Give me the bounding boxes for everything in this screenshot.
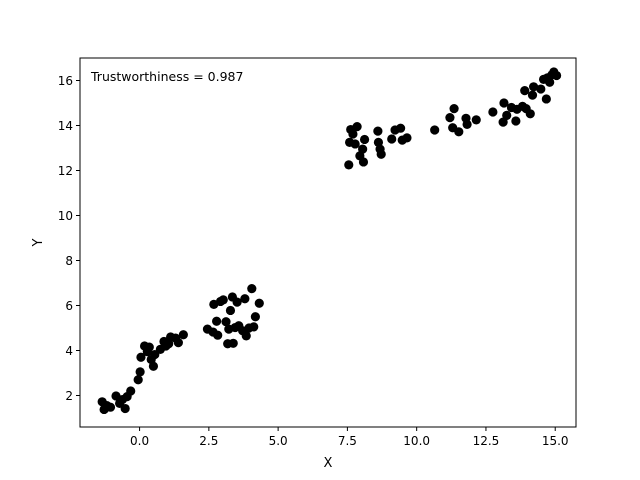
data-point — [471, 115, 481, 125]
data-point — [454, 127, 464, 137]
plot-area — [80, 58, 576, 427]
data-point — [520, 86, 530, 96]
data-point — [212, 316, 222, 326]
data-point — [373, 126, 383, 136]
data-point — [527, 90, 538, 100]
data-point — [545, 77, 555, 87]
data-point — [396, 123, 406, 133]
data-point — [133, 375, 143, 385]
data-point — [241, 331, 251, 341]
data-point — [144, 342, 154, 352]
x-tick-label: 12.5 — [473, 434, 500, 448]
x-tick-label: 2.5 — [199, 434, 218, 448]
data-point — [105, 402, 116, 412]
data-point — [221, 317, 231, 327]
data-point — [445, 113, 455, 123]
y-axis-label: Y — [31, 238, 46, 247]
y-tick-label: 10 — [58, 209, 73, 223]
data-point — [376, 149, 386, 159]
data-point — [126, 386, 136, 396]
data-point — [225, 305, 236, 316]
data-point — [178, 330, 188, 340]
data-point — [136, 352, 146, 362]
x-tick-label: 0.0 — [130, 434, 149, 448]
x-tick-label: 15.0 — [542, 434, 569, 448]
data-point — [247, 284, 257, 294]
data-point — [359, 134, 370, 145]
data-point — [218, 295, 228, 305]
data-point — [228, 338, 238, 348]
x-tick-label: 7.5 — [338, 434, 357, 448]
data-point — [348, 129, 358, 139]
data-point — [250, 312, 260, 322]
x-tick-label: 10.0 — [403, 434, 430, 448]
data-point — [254, 298, 264, 308]
data-point — [499, 98, 509, 108]
y-tick-label: 4 — [65, 344, 73, 358]
data-point — [358, 144, 368, 154]
y-tick-label: 14 — [58, 119, 73, 133]
data-point — [529, 82, 539, 92]
data-point — [120, 403, 130, 414]
x-tick-label: 5.0 — [269, 434, 288, 448]
data-point — [135, 367, 145, 377]
data-point — [552, 70, 562, 81]
data-point — [488, 107, 498, 117]
y-tick-label: 8 — [65, 254, 73, 268]
data-point — [525, 109, 535, 119]
data-point — [511, 116, 521, 126]
data-point — [352, 122, 362, 132]
x-axis-ticks: 0.0 2.5 5.0 7.5 10.0 12.5 15.0 — [130, 427, 569, 448]
data-point — [402, 133, 412, 143]
y-tick-label: 2 — [65, 389, 73, 403]
data-point — [173, 338, 183, 348]
data-point — [536, 84, 546, 94]
x-axis-label: X — [324, 456, 333, 471]
data-point — [344, 160, 354, 170]
data-point — [502, 110, 512, 120]
y-tick-label: 6 — [65, 299, 73, 313]
data-point — [249, 322, 259, 332]
data-point — [449, 104, 459, 114]
y-tick-label: 12 — [58, 164, 73, 178]
data-point — [541, 94, 551, 104]
data-point — [350, 139, 360, 149]
data-point — [430, 125, 440, 135]
points-layer — [97, 67, 562, 415]
data-point — [213, 330, 223, 340]
data-point — [498, 117, 508, 127]
data-point — [148, 361, 159, 371]
annotation-text: Trustworthiness = 0.987 — [90, 69, 243, 84]
data-point — [387, 134, 397, 144]
data-point — [232, 297, 242, 307]
data-point — [462, 119, 472, 129]
y-axis-ticks: 2 4 6 8 10 12 14 16 — [58, 74, 80, 403]
data-point — [240, 294, 250, 304]
plot-frame — [79, 57, 577, 428]
data-point — [358, 157, 369, 167]
y-tick-label: 16 — [58, 74, 73, 88]
